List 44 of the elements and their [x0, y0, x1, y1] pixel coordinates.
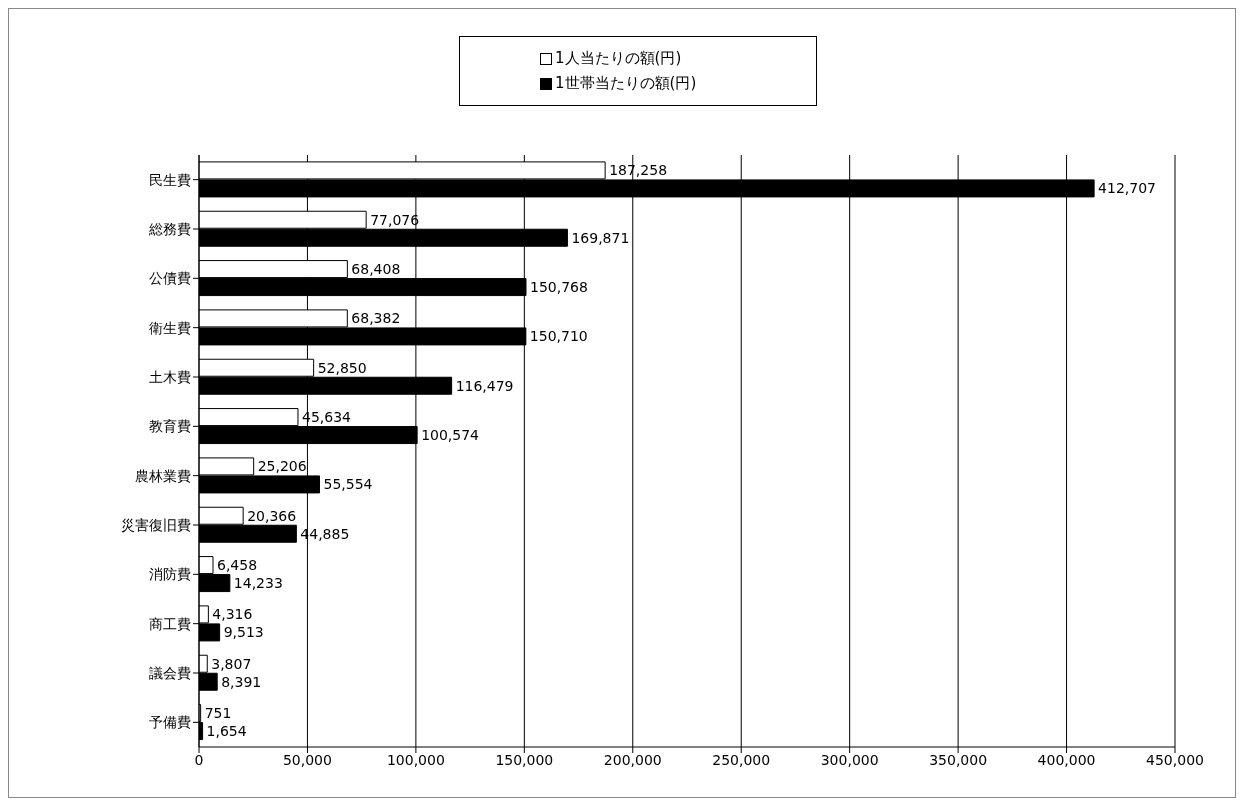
y-tick-label: 議会費 [149, 664, 191, 681]
data-label: 68,382 [351, 310, 401, 327]
y-tick-label: 災害復旧費 [121, 516, 191, 533]
y-tick-label: 総務費 [148, 220, 191, 237]
y-tick-label: 予備費 [149, 714, 191, 731]
y-tick-label: 民生費 [149, 171, 191, 188]
y-tick-label: 商工費 [149, 615, 191, 632]
data-label: 8,391 [221, 673, 262, 690]
y-tick-label: 教育費 [149, 418, 191, 435]
x-tick-label: 350,000 [929, 751, 988, 768]
data-label: 116,479 [455, 377, 514, 394]
data-label: 169,871 [571, 229, 630, 246]
x-tick-label: 300,000 [820, 751, 879, 768]
data-label: 3,807 [211, 655, 252, 672]
x-tick-label: 150,000 [495, 751, 554, 768]
data-label: 4,316 [212, 606, 253, 623]
legend-label: 1世帯当たりの額(円) [555, 74, 697, 93]
data-label: 6,458 [217, 557, 258, 574]
data-label: 150,768 [530, 279, 588, 296]
data-label: 25,206 [257, 458, 307, 475]
x-tick-label: 50,000 [282, 751, 332, 768]
data-label: 9,513 [223, 624, 264, 641]
data-label: 150,710 [529, 328, 588, 345]
x-tick-label: 250,000 [712, 751, 771, 768]
legend-label: 1人当たりの額(円) [555, 49, 682, 68]
x-tick-label: 100,000 [386, 751, 445, 768]
data-label: 751 [204, 705, 232, 722]
y-tick-label: 土木費 [149, 368, 191, 385]
data-label: 1,654 [206, 723, 247, 740]
x-tick-label: 0 [194, 751, 204, 768]
y-tick-label: 衛生費 [149, 319, 191, 336]
data-label: 412,707 [1098, 180, 1157, 197]
x-tick-label: 450,000 [1146, 751, 1204, 768]
y-tick-label: 公債費 [149, 270, 191, 287]
data-label: 100,574 [421, 427, 480, 444]
data-label: 68,408 [351, 261, 401, 278]
y-tick-label: 消防費 [149, 566, 191, 583]
data-label: 20,366 [247, 507, 297, 524]
data-label: 52,850 [317, 359, 367, 376]
x-tick-label: 200,000 [603, 751, 662, 768]
x-tick-label: 400,000 [1037, 751, 1096, 768]
data-label: 55,554 [323, 476, 373, 493]
data-label: 14,233 [233, 575, 283, 592]
y-tick-label: 農林業費 [135, 467, 191, 484]
